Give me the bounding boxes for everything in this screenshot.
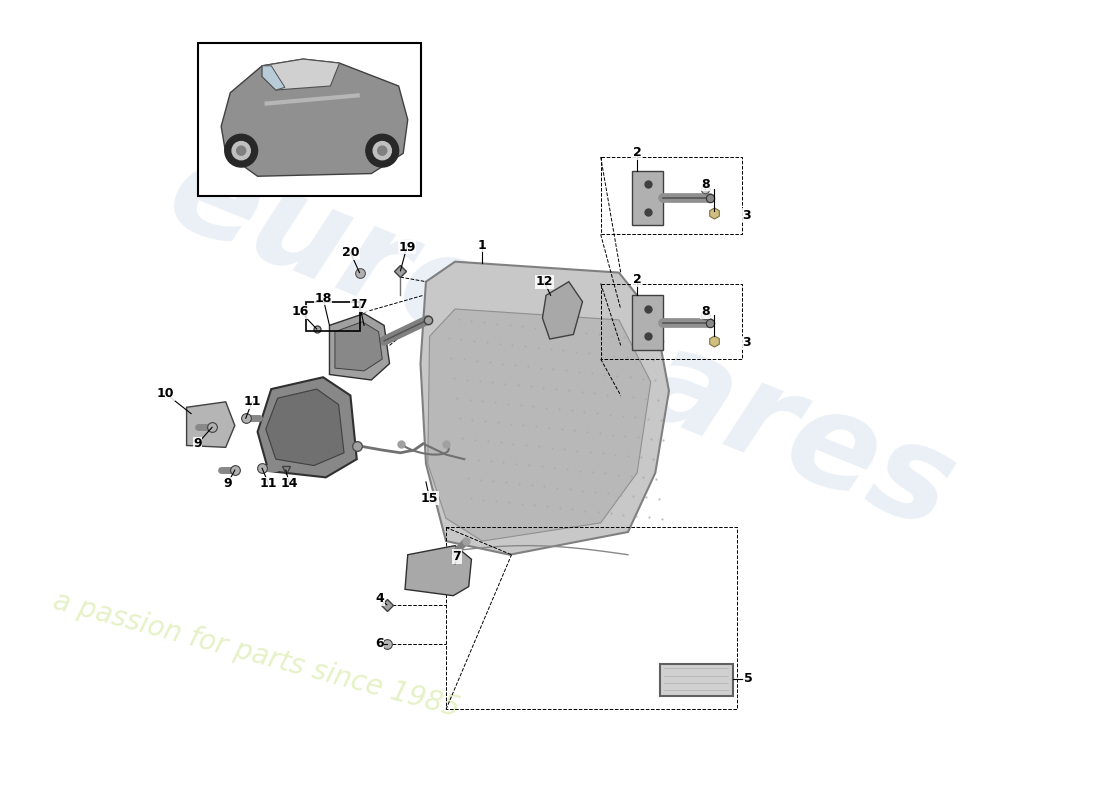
Text: 9: 9 (194, 437, 201, 450)
Polygon shape (330, 314, 389, 380)
Circle shape (236, 146, 245, 155)
Polygon shape (187, 402, 234, 447)
Text: 17: 17 (351, 298, 369, 311)
Text: 2: 2 (632, 146, 641, 159)
Text: eurospares: eurospares (151, 126, 971, 557)
Text: 2: 2 (632, 274, 641, 286)
Text: 5: 5 (744, 672, 752, 685)
Circle shape (366, 134, 398, 167)
Polygon shape (262, 66, 285, 90)
Polygon shape (631, 170, 663, 226)
Polygon shape (266, 389, 344, 466)
Text: 6: 6 (375, 638, 384, 650)
Circle shape (377, 146, 387, 155)
Text: 1: 1 (478, 238, 487, 252)
Text: 8: 8 (701, 306, 710, 318)
Bar (198, 43, 421, 196)
Polygon shape (334, 322, 383, 371)
Text: 7: 7 (452, 550, 461, 563)
Text: a passion for parts since 1985: a passion for parts since 1985 (51, 587, 463, 722)
Text: 18: 18 (315, 291, 332, 305)
Text: 19: 19 (398, 241, 416, 254)
Text: 11: 11 (243, 395, 261, 408)
Text: 12: 12 (536, 275, 553, 288)
Text: 8: 8 (701, 178, 710, 190)
Text: 3: 3 (742, 209, 750, 222)
Polygon shape (428, 309, 651, 541)
Polygon shape (405, 546, 472, 596)
Text: 11: 11 (260, 478, 277, 490)
Polygon shape (542, 282, 583, 339)
Text: 3: 3 (742, 336, 750, 349)
Text: 10: 10 (157, 387, 175, 400)
Text: 16: 16 (292, 306, 309, 318)
Text: 14: 14 (280, 478, 298, 490)
Polygon shape (221, 59, 408, 176)
Text: 9: 9 (223, 478, 232, 490)
Polygon shape (257, 378, 356, 478)
Circle shape (224, 134, 257, 167)
Text: 15: 15 (421, 492, 438, 505)
Circle shape (373, 142, 392, 160)
Text: 4: 4 (375, 592, 384, 605)
Polygon shape (262, 59, 340, 90)
Polygon shape (631, 295, 663, 350)
Circle shape (232, 142, 251, 160)
Bar (660, 664, 733, 696)
Polygon shape (420, 262, 669, 554)
Text: 20: 20 (342, 246, 360, 259)
